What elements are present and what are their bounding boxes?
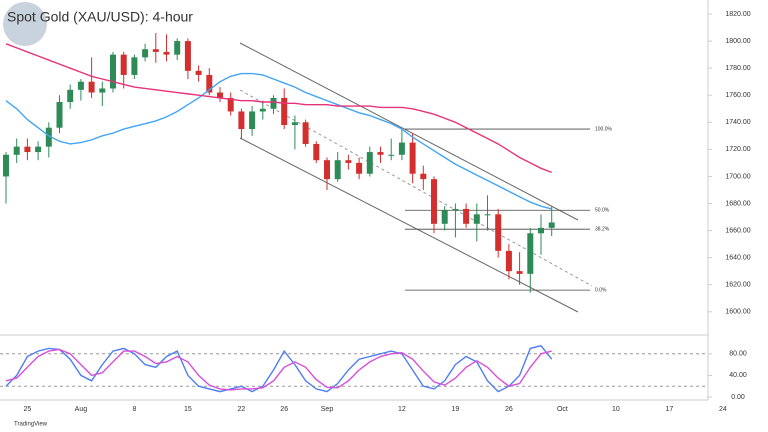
candle-body [110, 54, 116, 89]
x-tick-label: 15 [184, 406, 192, 413]
logo [3, 2, 47, 46]
candle-body [142, 49, 149, 58]
candle-body [195, 70, 202, 75]
channel-upper [239, 42, 579, 221]
x-tick-label: 8 [132, 406, 136, 413]
candle-body [67, 89, 74, 102]
candle-body [99, 88, 106, 93]
candle-body [398, 142, 405, 155]
candle-body [324, 160, 330, 180]
x-tick-label: 25 [24, 406, 32, 413]
candle-body [217, 92, 223, 98]
candle-body [409, 142, 416, 174]
y-tick-label: 1700.00 [725, 173, 750, 180]
y-tick-label: 1800.00 [725, 38, 750, 45]
candle-body [120, 54, 127, 75]
candle-body [249, 111, 256, 130]
x-tick-label: 26 [280, 406, 288, 413]
candle-body [206, 74, 213, 93]
candle-body [281, 97, 288, 126]
candle-body [131, 57, 138, 75]
y-tick-label: 1760.00 [725, 92, 750, 99]
x-tick-label: 10 [612, 406, 620, 413]
y-tick-label: 80.00 [729, 351, 747, 358]
x-tick-label: 19 [452, 406, 460, 413]
line-series [5, 43, 552, 174]
candle-body [313, 143, 320, 161]
candle-body [163, 51, 170, 55]
fib-label: 0.0% [595, 287, 607, 293]
candle-body [88, 81, 95, 93]
x-tick-label: 17 [666, 406, 674, 413]
fib-label: 50.0% [595, 208, 610, 214]
candle-body [77, 81, 84, 90]
x-tick-label: 26 [505, 406, 513, 413]
candle-body [484, 214, 491, 216]
candle-body [152, 49, 159, 52]
line-series [5, 344, 553, 393]
candle-body [377, 152, 384, 155]
x-tick-label: Sep [321, 406, 334, 413]
channel-lower [239, 137, 579, 313]
x-tick-label: 24 [719, 406, 727, 413]
candle-body [35, 146, 42, 153]
x-tick-label: Oct [557, 406, 568, 413]
candle-body [473, 214, 480, 224]
y-tick-label: 1660.00 [725, 227, 750, 234]
x-tick-label: 22 [238, 406, 246, 413]
candle-body [3, 154, 9, 177]
candle-body [452, 208, 459, 211]
candle-body [431, 179, 437, 224]
y-tick-label: 1720.00 [725, 146, 750, 153]
candle-body [548, 222, 555, 228]
candle-body [345, 160, 352, 163]
y-tick-label: 1600.00 [725, 309, 750, 316]
x-tick-label: 12 [398, 406, 406, 413]
candle-body [174, 41, 181, 55]
x-tick-label: Aug [75, 406, 88, 413]
candle-body [495, 214, 502, 251]
candle-body [463, 208, 470, 224]
y-tick-label: 1740.00 [725, 119, 750, 126]
candle-body [441, 210, 448, 224]
candle-body [505, 250, 512, 272]
candle-body [388, 154, 395, 156]
y-tick-label: 1820.00 [725, 11, 750, 18]
candle-body [13, 146, 20, 155]
candle-body [291, 122, 298, 126]
y-tick-label: 1620.00 [725, 282, 750, 289]
candle-body [516, 271, 523, 274]
y-tick-label: 40.00 [729, 372, 747, 379]
y-tick-label: 1640.00 [725, 254, 750, 261]
candle-body [356, 162, 363, 174]
watermark: TradingView [14, 422, 48, 428]
candle-body [334, 160, 341, 180]
candle-body [366, 152, 373, 174]
candle-body [420, 173, 427, 180]
line-series [5, 348, 552, 391]
y-tick-label: 0.00 [731, 394, 745, 401]
candle-body [538, 227, 544, 234]
y-tick-label: 1780.00 [725, 65, 750, 72]
line-series [5, 72, 552, 210]
candle-body [56, 101, 63, 128]
y-tick-label: 1680.00 [725, 200, 750, 207]
candle-body [238, 111, 245, 130]
fib-label: 38.2% [595, 227, 610, 233]
candle-body [302, 122, 309, 144]
candle-body [184, 41, 191, 71]
chart-title: Spot Gold (XAU/USD): 4-hour [7, 9, 193, 25]
channel-mid [239, 89, 593, 287]
candle-body [227, 97, 234, 112]
candle-body [259, 108, 266, 112]
candle-body [45, 127, 52, 147]
fib-label: 100.0% [595, 126, 613, 132]
candle-body [24, 146, 31, 153]
candle-body [270, 97, 277, 109]
candle-body [527, 233, 534, 274]
